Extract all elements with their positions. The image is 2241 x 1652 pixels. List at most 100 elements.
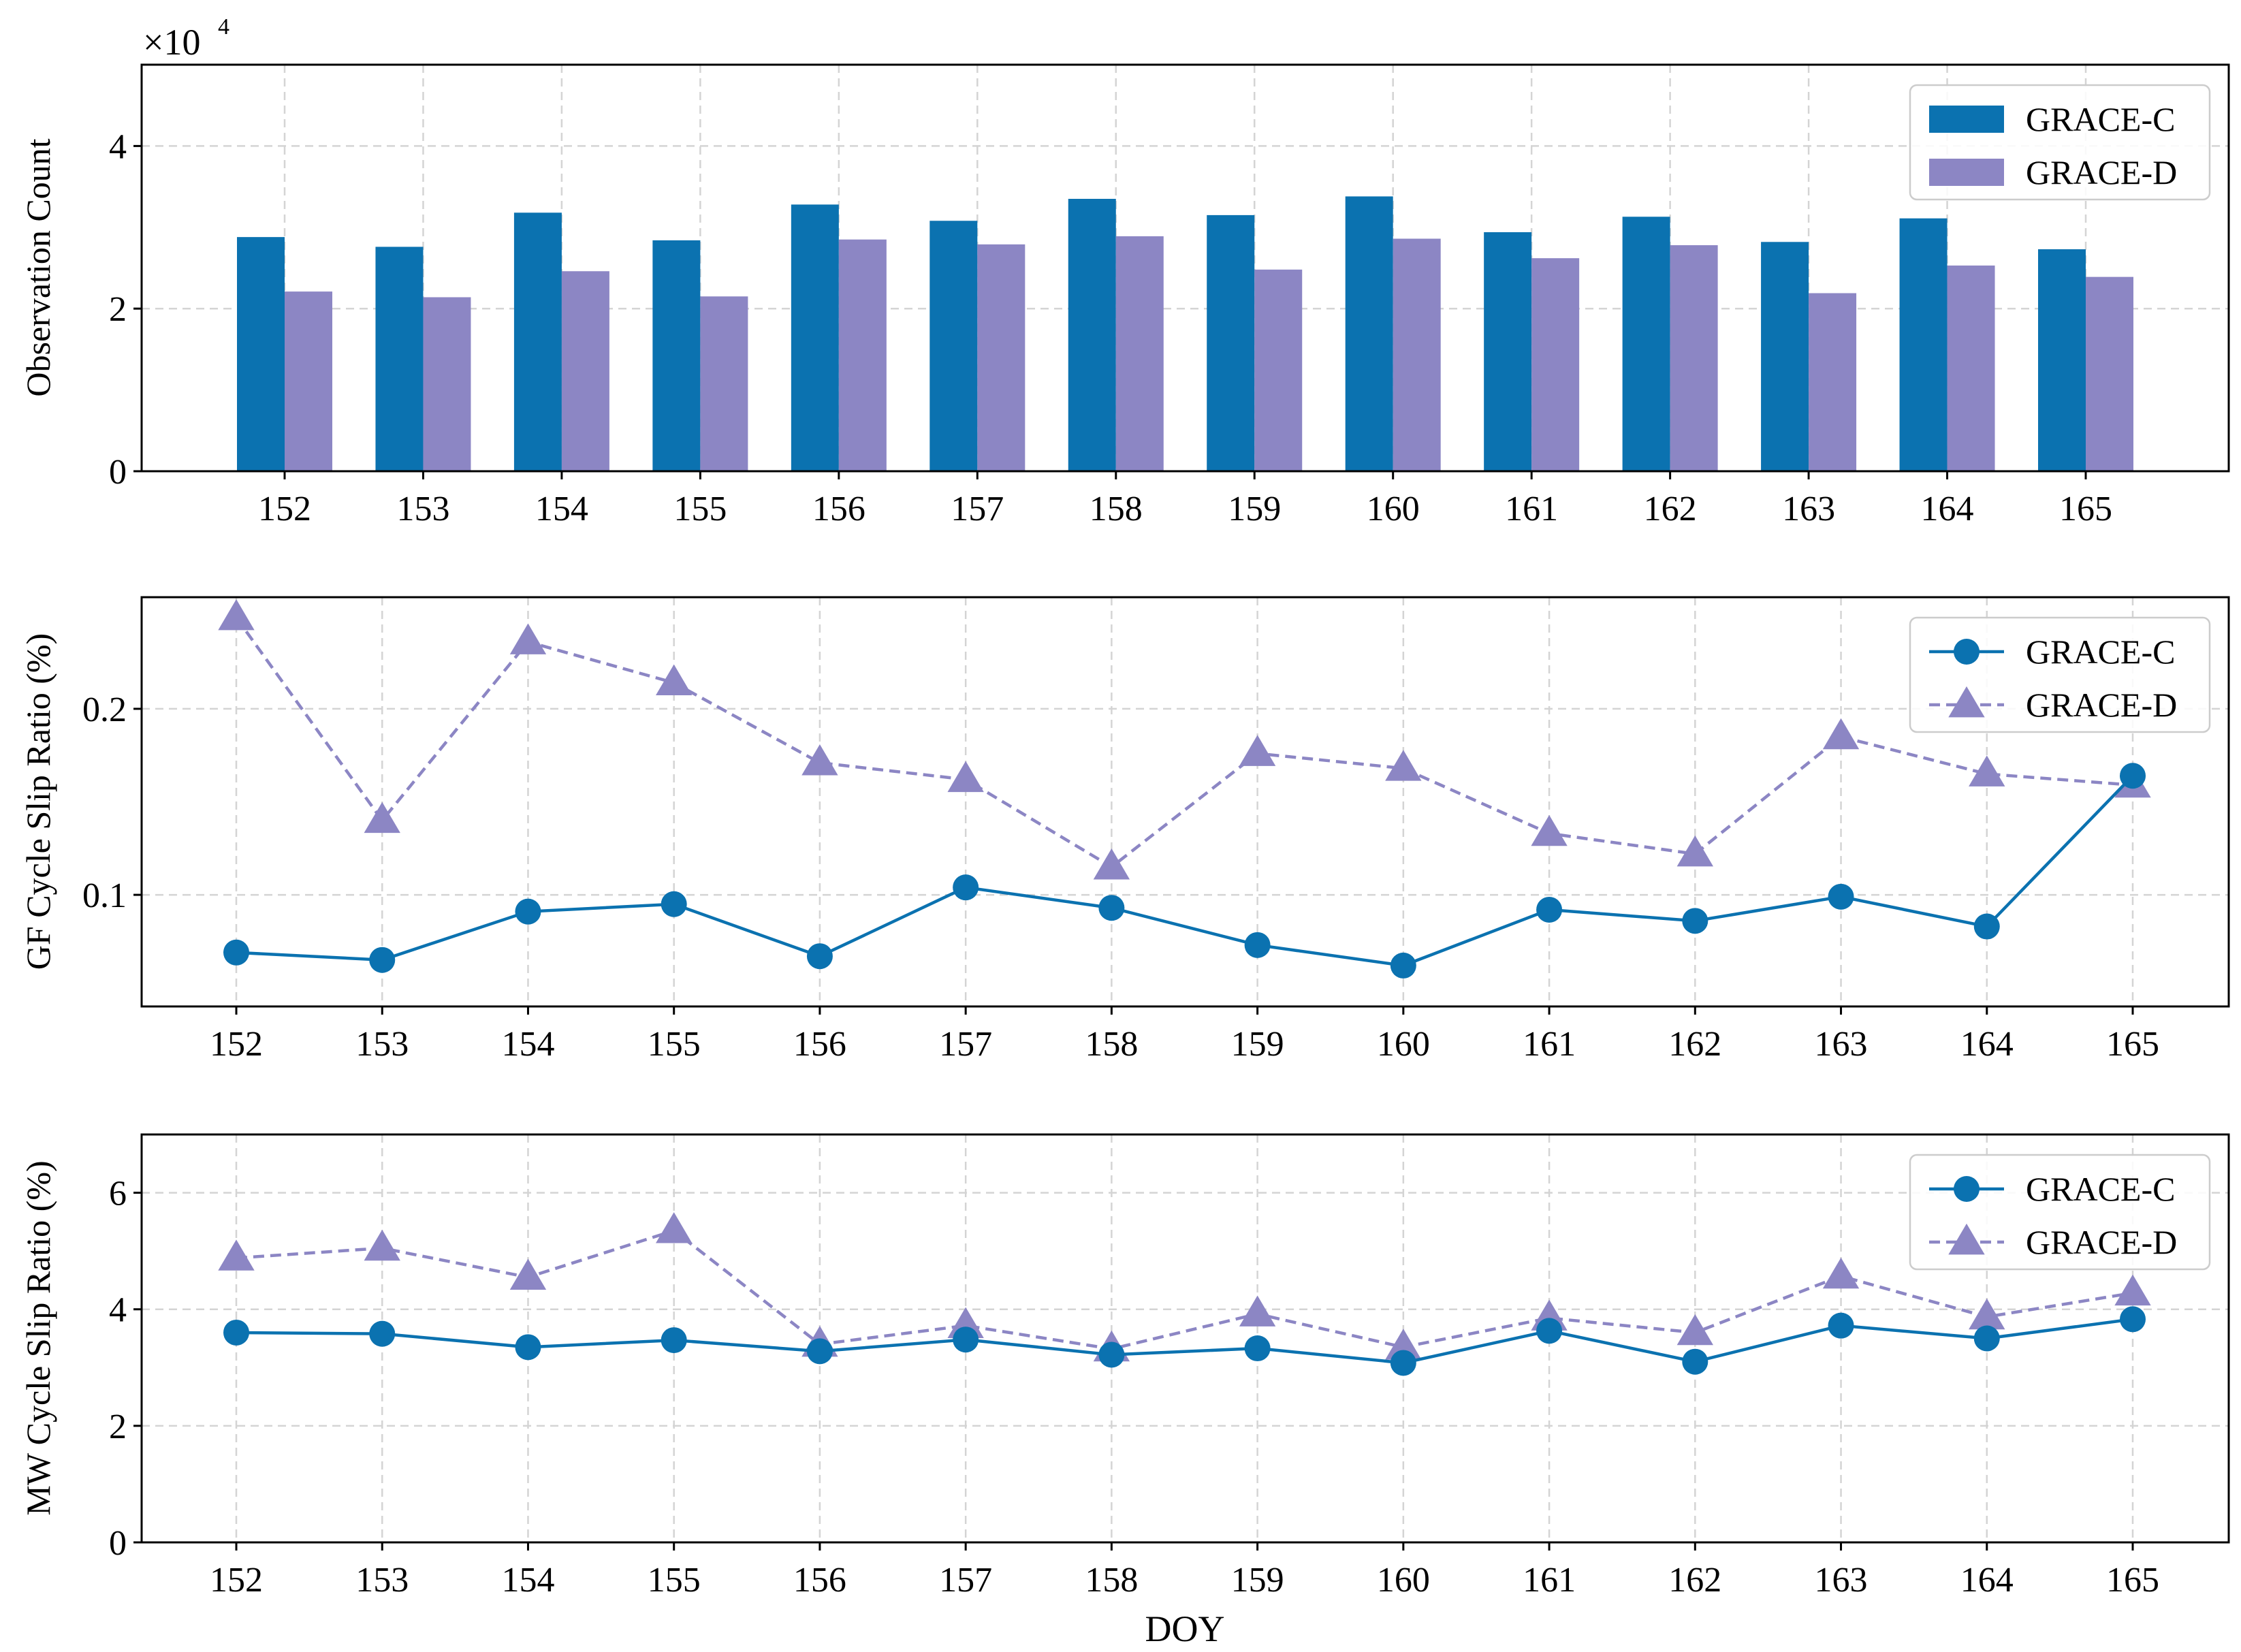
axis-multiplier: ×10: [143, 22, 200, 63]
triangle-marker: [509, 623, 547, 654]
chart-panel-3: 152 153 154 155 156 157 158 159 160 161 162 163 164 1…: [19, 1133, 2230, 1649]
triangle-marker: [218, 1239, 255, 1271]
bar: [1484, 232, 1532, 471]
x-tick-label: 152: [258, 490, 311, 528]
y-tick-label: 6: [109, 1175, 127, 1213]
circle-marker: [1244, 932, 1271, 958]
x-tick-label: 159: [1228, 490, 1281, 528]
circle-marker: [1098, 1341, 1125, 1368]
triangle-marker: [218, 599, 255, 631]
circle-marker: [369, 1320, 396, 1347]
legend-swatch: [1929, 106, 2004, 133]
circle-marker: [1828, 883, 1854, 910]
x-tick-label: 152: [210, 1025, 263, 1064]
series-line: [236, 1228, 2133, 1351]
bar: [1068, 199, 1116, 471]
bar: [423, 297, 471, 471]
x-tick-label: 164: [1960, 1561, 2014, 1600]
circle-marker: [1682, 908, 1708, 934]
circle-marker: [806, 943, 833, 970]
circle-marker: [1390, 1350, 1416, 1376]
circle-marker: [661, 891, 687, 917]
x-tick-label: 160: [1377, 1561, 1430, 1600]
x-tick-label: 162: [1668, 1561, 1721, 1600]
series-grace-c: [223, 763, 2146, 979]
circle-marker: [1244, 1335, 1271, 1362]
axis-multiplier-exponent: 4: [218, 14, 229, 39]
triangle-marker: [801, 744, 838, 776]
circle-marker: [2120, 763, 2146, 789]
circle-marker: [1973, 1325, 2000, 1352]
x-tick-label: 161: [1523, 1561, 1576, 1600]
y-tick-label: 0: [109, 1524, 127, 1563]
bar: [1531, 258, 1580, 471]
bar: [1670, 245, 1718, 471]
triangle-marker: [1531, 814, 1568, 846]
x-tick-label: 157: [939, 1561, 992, 1600]
x-tick-label: 156: [793, 1025, 846, 1064]
circle-marker: [1536, 1318, 1563, 1344]
legend-label: GRACE-D: [2026, 1223, 2177, 1261]
bar: [1899, 218, 1948, 471]
y-tick-label: 2: [109, 290, 127, 329]
x-tick-label: 159: [1231, 1561, 1284, 1600]
x-tick-label: 157: [951, 490, 1004, 528]
circle-marker: [1098, 895, 1125, 921]
bar: [791, 204, 839, 471]
bar: [285, 291, 332, 471]
series-grace-d: [285, 236, 2133, 471]
circle-marker: [515, 898, 541, 925]
bar: [1947, 265, 1995, 471]
x-tick-label: 160: [1367, 490, 1420, 528]
x-tick-label: 156: [793, 1561, 846, 1600]
y-tick-label: 0: [109, 453, 127, 492]
legend-triangle-marker: [1948, 686, 1985, 718]
circle-marker: [953, 874, 979, 901]
bar: [2086, 276, 2133, 471]
x-tick-label: 159: [1231, 1025, 1284, 1064]
bar: [1345, 196, 1393, 471]
triangle-marker: [1239, 1295, 1276, 1327]
y-tick-label: 0.2: [82, 690, 127, 729]
circle-marker: [223, 1319, 249, 1346]
x-tick-label: 158: [1085, 1025, 1138, 1064]
bar: [561, 271, 609, 471]
series-grace-d: [218, 1212, 2151, 1362]
x-tick-label: 153: [396, 490, 449, 528]
triangle-marker: [509, 1258, 547, 1290]
series-line: [236, 774, 2134, 968]
bar: [2038, 249, 2086, 471]
bar: [237, 237, 285, 471]
bar: [1115, 236, 1164, 471]
triangle-marker: [1969, 1298, 2005, 1330]
bar: [929, 221, 978, 471]
legend-label: GRACE-D: [2026, 686, 2177, 724]
x-tick-label: 162: [1668, 1025, 1721, 1064]
legend-circle-marker: [1954, 1176, 1980, 1202]
triangle-marker: [947, 1307, 984, 1339]
bar: [977, 244, 1026, 471]
triangle-marker: [947, 761, 984, 793]
bar: [700, 296, 748, 471]
bar: [1622, 217, 1670, 471]
triangle-marker: [2114, 1274, 2151, 1306]
x-tick-label: 157: [939, 1025, 992, 1064]
x-tick-label: 158: [1090, 490, 1143, 528]
circle-marker: [515, 1334, 541, 1361]
circle-marker: [1973, 913, 2000, 940]
bar: [1254, 269, 1303, 471]
y-tick-label: 2: [109, 1408, 127, 1446]
x-axis-title: DOY: [1145, 1608, 1225, 1649]
triangle-marker: [364, 801, 400, 833]
triangle-marker: [1093, 848, 1130, 880]
x-tick-label: 165: [2106, 1561, 2159, 1600]
bar: [1207, 215, 1255, 471]
bar: [652, 240, 701, 471]
x-tick-label: 155: [648, 1025, 701, 1064]
legend-triangle-marker: [1948, 1223, 1985, 1255]
x-tick-label: 154: [501, 1561, 554, 1600]
triangle-marker: [1969, 755, 2005, 787]
triangle-marker: [1676, 835, 1713, 867]
x-tick-label: 156: [812, 490, 865, 528]
legend-label: GRACE-C: [2026, 1170, 2175, 1208]
